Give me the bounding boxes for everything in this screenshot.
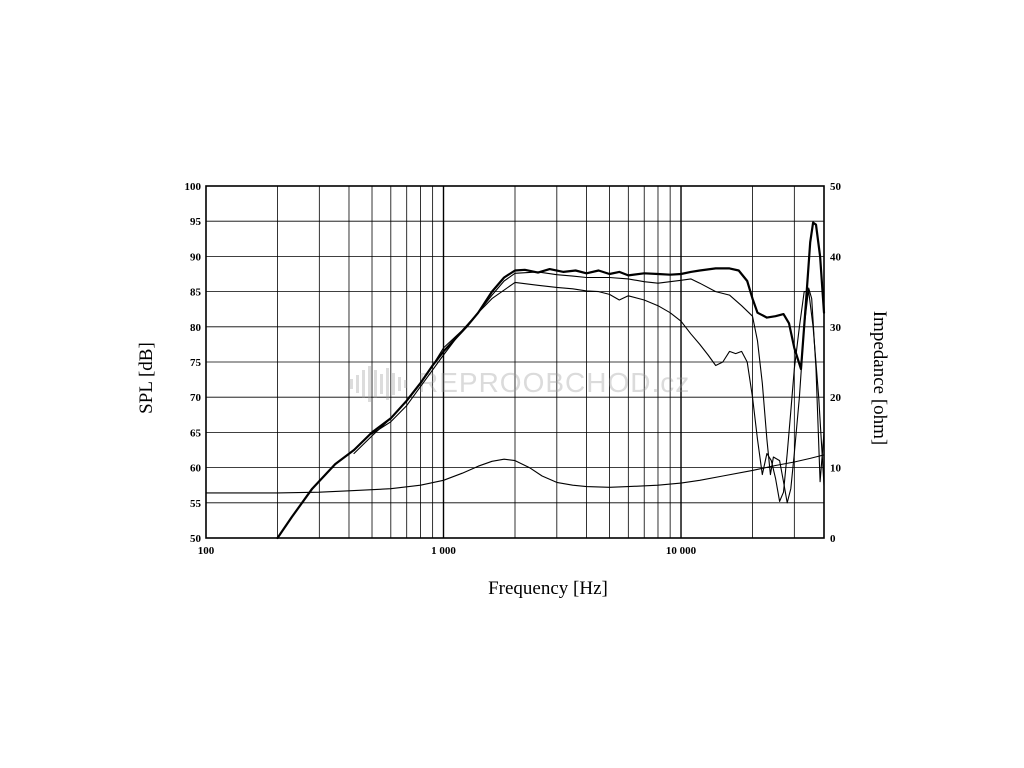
- watermark-bar: [392, 373, 395, 395]
- watermark-bar: [362, 370, 365, 398]
- y-right-tick-label: 30: [830, 322, 842, 334]
- y-left-tick-label: 70: [190, 392, 202, 404]
- grid: [206, 186, 824, 538]
- y-left-tick-label: 100: [185, 181, 202, 193]
- watermark-bar: [368, 366, 371, 402]
- y-left-tick-label: 55: [190, 498, 202, 510]
- x-axis-ticks: 100 1 000 10 000: [198, 545, 697, 557]
- y-left-tick-label: 90: [190, 251, 202, 263]
- y-right-tick-label: 0: [830, 533, 836, 545]
- x-tick-label: 100: [198, 545, 215, 557]
- watermark-bar: [350, 379, 353, 389]
- watermark-bar: [404, 380, 407, 388]
- watermark-bar: [386, 368, 389, 400]
- y-left-tick-label: 50: [190, 533, 202, 545]
- watermark-bar: [380, 374, 383, 394]
- plot-frame: [205, 185, 825, 539]
- watermark-bar: [356, 375, 359, 393]
- watermark-logo-icon: [350, 366, 407, 402]
- y-left-tick-label: 65: [190, 427, 202, 439]
- spl-curve-3: [371, 281, 825, 502]
- y-left-tick-label: 60: [190, 463, 202, 475]
- y-axis-left-ticks: 50 55 60 65 70 75 80 85 90 95 100: [185, 181, 202, 545]
- y-right-tick-label: 20: [830, 392, 842, 404]
- watermark-bar: [398, 377, 401, 391]
- y-axis-left-title: SPL [dB]: [136, 342, 157, 414]
- watermark-bar: [374, 370, 377, 398]
- x-axis-title: Frequency [Hz]: [488, 578, 608, 599]
- y-left-tick-label: 95: [190, 216, 202, 228]
- y-right-tick-label: 50: [830, 181, 842, 193]
- y-axis-right-ticks: 0 10 20 30 40 50: [830, 181, 842, 545]
- y-right-tick-label: 40: [830, 251, 842, 263]
- x-tick-label: 1 000: [431, 545, 456, 557]
- impedance-curve: [205, 454, 825, 494]
- y-left-tick-label: 75: [190, 357, 202, 369]
- curves: [205, 221, 826, 540]
- y-right-tick-label: 10: [830, 463, 842, 475]
- y-left-tick-label: 85: [190, 287, 202, 299]
- watermark-text: REPROOBCHOD.cz: [418, 367, 690, 398]
- y-axis-right-title: Impedance [ohm]: [869, 311, 890, 446]
- y-left-tick-label: 80: [190, 322, 202, 334]
- x-tick-label: 10 000: [666, 545, 697, 557]
